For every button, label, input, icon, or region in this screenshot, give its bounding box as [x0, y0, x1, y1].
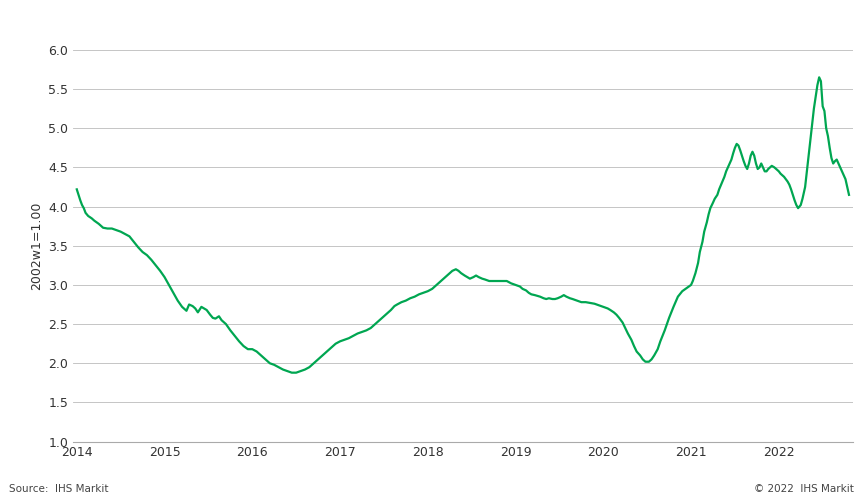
- Text: Source:  IHS Markit: Source: IHS Markit: [9, 484, 108, 494]
- Y-axis label: 2002w1=1.00: 2002w1=1.00: [30, 202, 43, 290]
- Text: IHS Markit Materials  Price Index: IHS Markit Materials Price Index: [10, 14, 318, 32]
- Text: © 2022  IHS Markit: © 2022 IHS Markit: [753, 484, 852, 494]
